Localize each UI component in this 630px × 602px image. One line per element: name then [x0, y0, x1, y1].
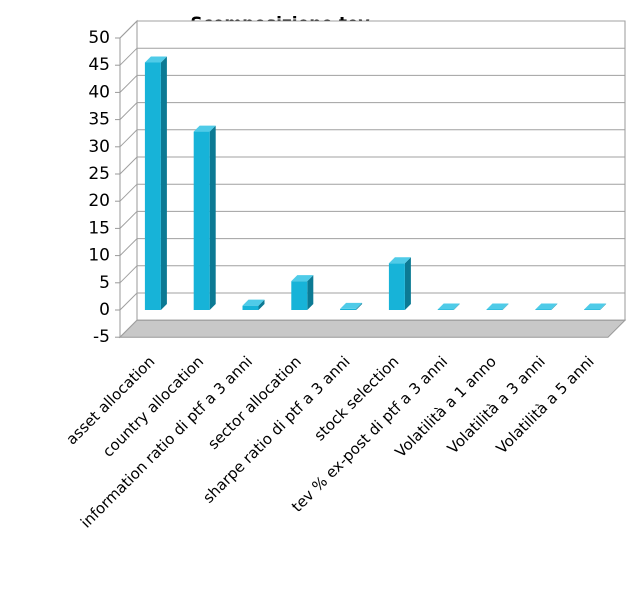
y-tick-label: 0 — [99, 300, 110, 320]
bar-top — [291, 275, 314, 282]
y-tick-label: 35 — [88, 110, 110, 130]
grid-line — [119, 129, 625, 148]
bar-side — [453, 303, 460, 310]
grid-line — [119, 210, 625, 229]
bar — [340, 308, 357, 310]
x-tick-label: stock selection — [310, 352, 402, 444]
y-tick-label: 30 — [88, 137, 110, 157]
bar-side — [356, 302, 363, 310]
y-tick-label: 20 — [88, 191, 110, 211]
bar-side — [258, 299, 265, 310]
grid-line — [119, 20, 625, 39]
y-tick-label: 50 — [88, 28, 110, 48]
bar-side — [600, 303, 607, 310]
grid-line — [119, 265, 625, 284]
bar-top — [584, 303, 607, 310]
grid-line — [119, 183, 625, 202]
grid-line — [119, 156, 625, 175]
bar — [388, 263, 405, 310]
grid-line — [119, 238, 625, 256]
y-tick-label: 10 — [88, 246, 110, 266]
bar — [584, 309, 601, 310]
grid-line — [119, 102, 625, 120]
bar-side — [160, 56, 167, 311]
y-tick-label: 45 — [88, 55, 110, 75]
x-tick-label: asset allocation — [63, 352, 159, 448]
bar-top — [437, 303, 460, 310]
grid-line — [119, 74, 625, 93]
bar — [535, 309, 552, 310]
bar-top — [388, 257, 411, 264]
floor — [118, 319, 627, 338]
bar — [193, 131, 210, 310]
y-tick-label: 5 — [99, 273, 110, 293]
bar-side — [551, 303, 558, 310]
bar-top — [193, 125, 216, 132]
bar-top — [242, 299, 265, 306]
bar-top — [144, 56, 167, 63]
grid-line — [119, 47, 625, 66]
bar-side — [307, 275, 314, 310]
bar — [486, 309, 503, 310]
y-tick-label: -5 — [93, 327, 110, 347]
bar — [437, 309, 454, 310]
grid-line — [119, 292, 625, 311]
bar-top — [340, 302, 363, 309]
y-tick-label: 15 — [88, 218, 110, 238]
bar-side — [502, 303, 509, 310]
y-tick-label: 40 — [88, 82, 110, 102]
bar-top — [535, 303, 558, 310]
bar-side — [404, 257, 411, 310]
side-wall — [119, 19, 138, 339]
bar — [291, 281, 308, 310]
y-tick-label: 25 — [88, 164, 110, 184]
bar-side — [209, 125, 216, 311]
bar — [242, 305, 259, 310]
bar-top — [486, 303, 509, 310]
grid-line — [119, 319, 625, 338]
bar — [144, 62, 161, 311]
